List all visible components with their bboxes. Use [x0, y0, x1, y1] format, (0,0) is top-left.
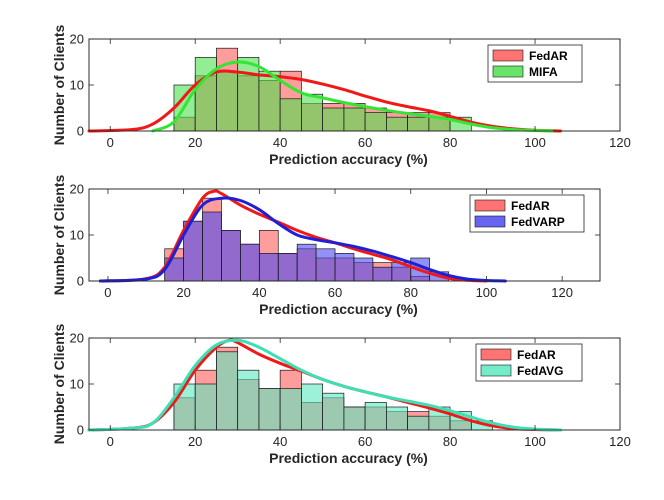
x-tick-label: 100 — [476, 285, 498, 300]
histogram-bar-mifa — [216, 70, 239, 132]
x-tick-label: 20 — [188, 434, 202, 449]
legend-swatch-fedar — [480, 348, 512, 361]
histogram-bar-fedvarp — [221, 230, 241, 282]
histogram-bar-fedavg — [301, 383, 323, 431]
histogram-bar-fedavg — [322, 392, 345, 431]
legend-swatch-fedvarp — [474, 215, 506, 228]
x-tick-label: 100 — [524, 135, 546, 150]
y-tick-label: 20 — [70, 331, 84, 346]
x-tick-label: 20 — [176, 285, 190, 300]
density-curve-fedavg — [87, 338, 563, 432]
histogram-bar-mifa — [386, 116, 408, 132]
x-tick-label: 20 — [188, 135, 202, 150]
legend: FedAR FedVARP — [469, 194, 585, 233]
x-tick-label: 80 — [404, 285, 418, 300]
histogram-bar-mifa — [322, 107, 345, 132]
y-axis-label: Number of Clients — [51, 324, 67, 445]
histogram-bar-mifa — [301, 93, 323, 132]
x-tick-label: 100 — [524, 434, 546, 449]
histogram-bar-fedavg — [237, 369, 260, 431]
y-tick-label: 10 — [70, 78, 84, 93]
x-tick-label: 40 — [252, 285, 266, 300]
legend: FedAR MIFA — [487, 44, 583, 83]
x-tick-label: 60 — [358, 434, 372, 449]
x-tick-label: 60 — [328, 285, 342, 300]
legend-label-fedar: FedAR — [529, 49, 568, 63]
chart-panel-1: 0 20 40 60 80 100 120 0 10 20 Prediction accuracy … — [51, 25, 631, 167]
histogram-bar-fedvarp — [372, 266, 393, 282]
histogram-bar-fedavg — [279, 388, 302, 431]
y-tick-label: 10 — [70, 377, 84, 392]
histogram-bar-fedavg — [216, 351, 239, 431]
x-axis-label: Prediction accuracy (%) — [269, 151, 428, 167]
legend-swatch-fedavg — [480, 364, 512, 377]
x-tick-label: 40 — [273, 434, 287, 449]
chart-panel-2: 0 20 40 60 80 100 120 0 10 20 Prediction accuracy … — [51, 175, 601, 317]
x-tick-label: 120 — [609, 434, 631, 449]
histogram-bar-mifa — [258, 70, 281, 132]
density-curve-mifa — [151, 60, 554, 133]
x-tick-label: 0 — [107, 434, 114, 449]
y-tick-label: 0 — [77, 124, 84, 139]
x-tick-label: 0 — [107, 135, 114, 150]
legend-label-fedar: FedAR — [511, 199, 550, 213]
histogram-bar-fedavg — [194, 383, 217, 431]
legend-swatch-mifa — [492, 65, 524, 78]
histogram-bar-mifa — [343, 107, 366, 132]
legend-label-fedar: FedAR — [517, 348, 556, 362]
x-tick-label: 80 — [443, 434, 457, 449]
legend-label-mifa: MIFA — [529, 65, 558, 79]
histogram-bar-fedvarp — [315, 248, 336, 282]
histogram-bar-fedvarp — [277, 253, 298, 282]
legend-label-fedvarp: FedVARP — [511, 215, 565, 229]
x-tick-label: 0 — [104, 285, 111, 300]
histogram-bar-fedvarp — [202, 211, 222, 282]
x-axis-label: Prediction accuracy (%) — [259, 301, 418, 317]
legend-swatch-fedar — [492, 49, 524, 62]
density-curve-fedar — [98, 189, 488, 283]
histogram-bar-mifa — [279, 98, 302, 132]
histogram-bar-mifa — [237, 57, 260, 132]
legend-swatch-fedar — [474, 199, 506, 212]
histogram-bar-mifa — [364, 112, 387, 132]
y-axis-label: Number of Clients — [51, 175, 67, 296]
x-tick-label: 120 — [609, 135, 631, 150]
histogram-bar-fedvarp — [258, 253, 279, 282]
density-curve-fedvarp — [98, 196, 507, 283]
x-tick-label: 40 — [273, 135, 287, 150]
y-tick-label: 0 — [77, 274, 84, 289]
histogram-bar-fedvarp — [334, 253, 355, 282]
legend-label-fedavg: FedAVG — [517, 364, 563, 378]
histogram-bar-fedavg — [386, 406, 408, 431]
histogram-bar-mifa — [407, 116, 430, 132]
x-tick-label: 60 — [358, 135, 372, 150]
histogram-bar-fedavg — [343, 406, 366, 431]
legend: FedAR FedAVG — [475, 343, 583, 382]
histogram-bar-mifa — [194, 57, 217, 132]
histogram-bar-fedavg — [407, 415, 430, 431]
y-tick-label: 20 — [70, 182, 84, 197]
histogram-bar-fedvarp — [240, 243, 260, 282]
histogram-bar-fedavg — [364, 402, 387, 431]
y-tick-label: 0 — [77, 423, 84, 438]
density-curve-fedar — [87, 69, 563, 133]
histogram-bar-fedvarp — [353, 257, 374, 282]
x-tick-label: 120 — [551, 285, 573, 300]
y-axis-label: Number of Clients — [51, 25, 67, 146]
chart-panel-3: 0 20 40 60 80 100 120 0 10 20 Prediction accuracy … — [51, 324, 631, 466]
y-tick-label: 20 — [70, 32, 84, 47]
x-axis-label: Prediction accuracy (%) — [269, 450, 428, 466]
x-tick-label: 80 — [443, 135, 457, 150]
histogram-bar-fedavg — [258, 388, 281, 431]
y-tick-label: 10 — [70, 228, 84, 243]
histogram-bar-fedvarp — [296, 243, 317, 282]
